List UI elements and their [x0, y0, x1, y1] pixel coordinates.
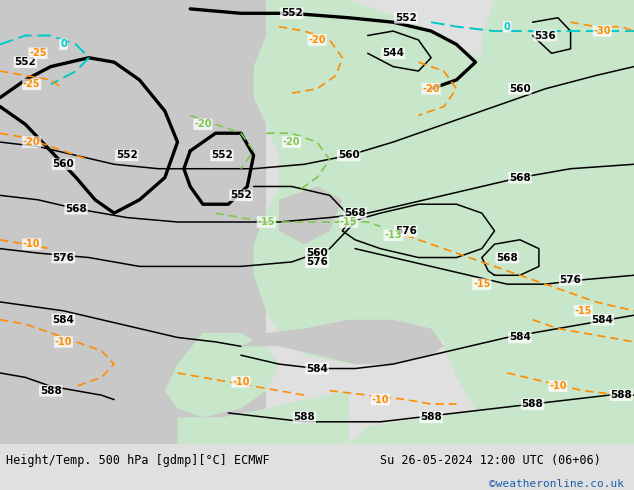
Text: Height/Temp. 500 hPa [gdmp][°C] ECMWF: Height/Temp. 500 hPa [gdmp][°C] ECMWF	[6, 454, 270, 466]
Text: 560: 560	[306, 248, 328, 258]
Text: 584: 584	[509, 332, 531, 343]
Polygon shape	[178, 391, 349, 444]
Text: 568: 568	[344, 208, 366, 218]
Text: ©weatheronline.co.uk: ©weatheronline.co.uk	[489, 480, 624, 490]
Text: 552: 552	[15, 57, 36, 67]
Text: -25: -25	[23, 79, 41, 89]
Polygon shape	[254, 0, 571, 364]
Text: -20: -20	[194, 120, 212, 129]
Text: 552: 552	[116, 150, 138, 160]
Text: 568: 568	[509, 172, 531, 183]
Text: 544: 544	[382, 49, 404, 58]
Text: 552: 552	[230, 190, 252, 200]
Text: 576: 576	[395, 226, 417, 236]
Polygon shape	[241, 319, 444, 364]
Text: -10: -10	[372, 394, 389, 405]
Text: -10: -10	[549, 381, 567, 392]
Text: 588: 588	[40, 386, 61, 396]
Text: 560: 560	[338, 150, 359, 160]
Text: 588: 588	[294, 413, 315, 422]
Text: 588: 588	[522, 399, 543, 409]
Text: 568: 568	[496, 252, 518, 263]
Text: -25: -25	[29, 49, 47, 58]
Text: 552: 552	[281, 8, 302, 18]
Text: -10: -10	[55, 337, 72, 347]
Text: 560: 560	[509, 84, 531, 94]
Text: -10: -10	[232, 377, 250, 387]
Text: 560: 560	[53, 159, 74, 169]
Text: 576: 576	[53, 252, 74, 263]
Text: -15: -15	[473, 279, 491, 289]
Polygon shape	[349, 391, 634, 444]
Text: 584: 584	[53, 315, 74, 325]
Text: 576: 576	[306, 257, 328, 267]
Text: -15: -15	[340, 217, 358, 227]
Text: 536: 536	[534, 30, 556, 41]
Text: 584: 584	[592, 315, 613, 325]
Text: -30: -30	[593, 26, 611, 36]
Text: -20: -20	[308, 35, 326, 45]
Text: 576: 576	[560, 275, 581, 285]
Text: -15: -15	[574, 306, 592, 316]
Text: -20: -20	[422, 84, 440, 94]
Text: 0: 0	[504, 22, 510, 32]
Text: 552: 552	[211, 150, 233, 160]
Polygon shape	[444, 0, 634, 444]
Bar	[0, 0, 266, 444]
Text: 588: 588	[611, 390, 632, 400]
Text: -20: -20	[23, 137, 41, 147]
Text: Su 26-05-2024 12:00 UTC (06+06): Su 26-05-2024 12:00 UTC (06+06)	[380, 454, 601, 466]
Text: -20: -20	[283, 137, 301, 147]
Text: 552: 552	[395, 13, 417, 23]
Text: 584: 584	[306, 364, 328, 373]
Text: 588: 588	[420, 413, 442, 422]
Polygon shape	[165, 333, 279, 417]
Polygon shape	[279, 187, 342, 244]
Text: -10: -10	[23, 239, 41, 249]
Text: -15: -15	[257, 217, 275, 227]
Text: 568: 568	[65, 204, 87, 214]
Text: 0: 0	[60, 39, 67, 49]
Text: -13: -13	[384, 230, 402, 240]
